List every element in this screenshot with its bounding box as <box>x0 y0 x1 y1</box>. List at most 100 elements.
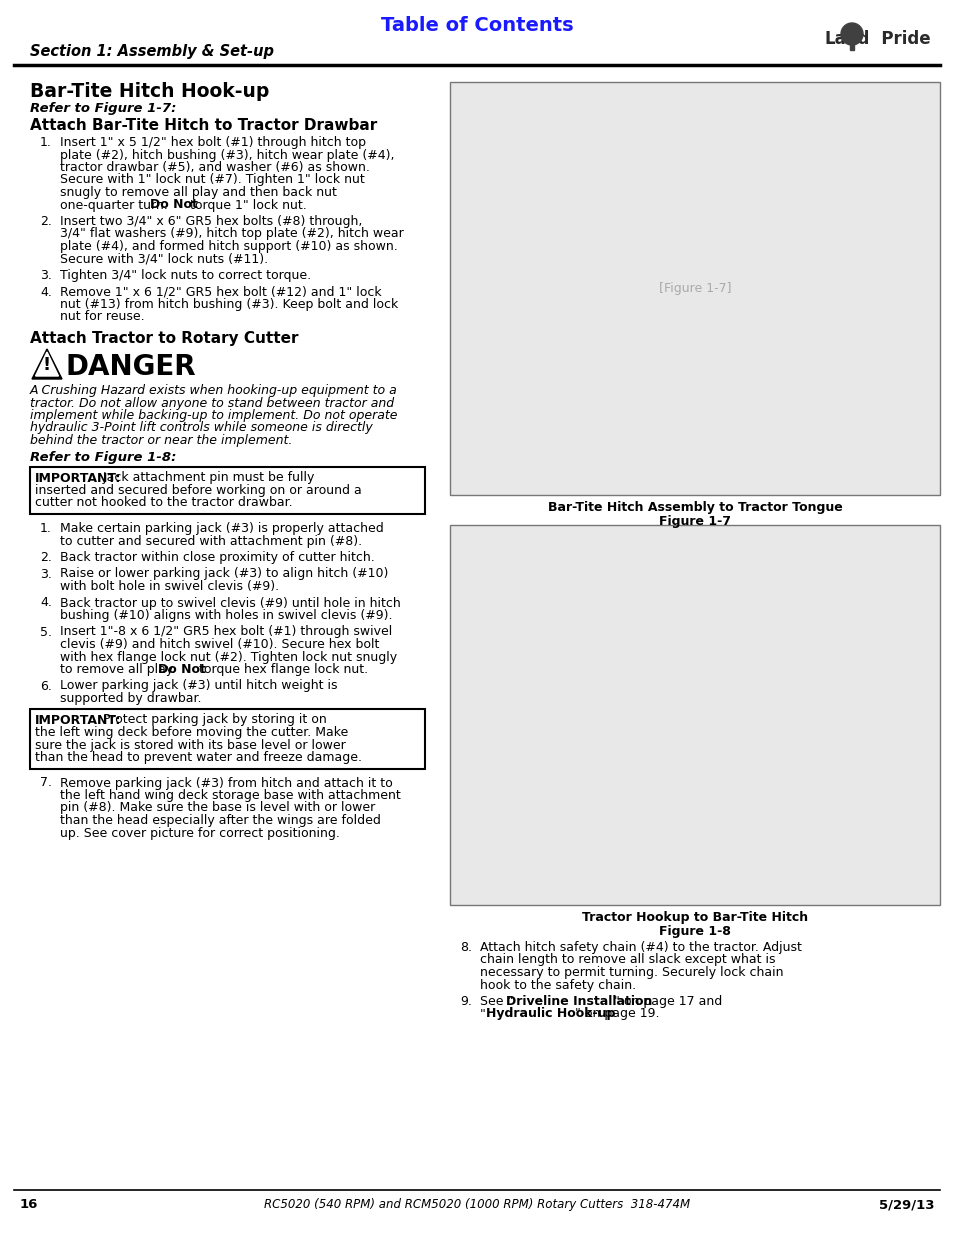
Text: Attach hitch safety chain (#4) to the tractor. Adjust: Attach hitch safety chain (#4) to the tr… <box>479 941 801 953</box>
Bar <box>849 40 853 49</box>
Text: the left wing deck before moving the cutter. Make: the left wing deck before moving the cut… <box>35 726 348 739</box>
Text: Lower parking jack (#3) until hitch weight is: Lower parking jack (#3) until hitch weig… <box>60 679 337 693</box>
Text: cutter not hooked to the tractor drawbar.: cutter not hooked to the tractor drawbar… <box>35 496 293 510</box>
Text: implement while backing-up to implement. Do not operate: implement while backing-up to implement.… <box>30 409 397 422</box>
FancyBboxPatch shape <box>30 709 424 768</box>
Text: behind the tractor or near the implement.: behind the tractor or near the implement… <box>30 433 292 447</box>
Text: with bolt hole in swivel clevis (#9).: with bolt hole in swivel clevis (#9). <box>60 580 279 593</box>
Text: than the head especially after the wings are folded: than the head especially after the wings… <box>60 814 380 827</box>
Text: Protect parking jack by storing it on: Protect parking jack by storing it on <box>95 714 327 726</box>
Text: to remove all play.: to remove all play. <box>60 663 179 676</box>
Text: inserted and secured before working on or around a: inserted and secured before working on o… <box>35 484 361 496</box>
Text: Do Not: Do Not <box>158 663 206 676</box>
Text: 9.: 9. <box>459 995 472 1008</box>
Text: supported by drawbar.: supported by drawbar. <box>60 692 201 705</box>
Text: nut for reuse.: nut for reuse. <box>60 310 145 324</box>
FancyBboxPatch shape <box>450 525 939 905</box>
Text: 5.: 5. <box>40 625 52 638</box>
Text: Attach Tractor to Rotary Cutter: Attach Tractor to Rotary Cutter <box>30 331 298 346</box>
Text: than the head to prevent water and freeze damage.: than the head to prevent water and freez… <box>35 751 361 764</box>
Polygon shape <box>32 350 62 379</box>
Text: Table of Contents: Table of Contents <box>380 16 573 35</box>
Text: IMPORTANT:: IMPORTANT: <box>35 472 121 484</box>
Text: necessary to permit turning. Securely lock chain: necessary to permit turning. Securely lo… <box>479 966 782 979</box>
Text: 7.: 7. <box>40 777 52 789</box>
Text: nut (#13) from hitch bushing (#3). Keep bolt and lock: nut (#13) from hitch bushing (#3). Keep … <box>60 298 397 311</box>
Text: plate (#4), and formed hitch support (#10) as shown.: plate (#4), and formed hitch support (#1… <box>60 240 397 253</box>
Text: See ": See " <box>479 995 513 1008</box>
Text: 4.: 4. <box>40 285 51 299</box>
Text: Back tractor up to swivel clevis (#9) until hole in hitch: Back tractor up to swivel clevis (#9) un… <box>60 597 400 610</box>
Text: pin (#8). Make sure the base is level with or lower: pin (#8). Make sure the base is level wi… <box>60 802 375 815</box>
Text: clevis (#9) and hitch swivel (#10). Secure hex bolt: clevis (#9) and hitch swivel (#10). Secu… <box>60 638 379 651</box>
FancyBboxPatch shape <box>450 82 939 495</box>
Polygon shape <box>35 352 58 375</box>
Text: with hex flange lock nut (#2). Tighten lock nut snugly: with hex flange lock nut (#2). Tighten l… <box>60 651 396 663</box>
Text: hook to the safety chain.: hook to the safety chain. <box>479 978 636 992</box>
FancyBboxPatch shape <box>30 467 424 514</box>
Text: 4.: 4. <box>40 597 51 610</box>
Text: Section 1: Assembly & Set-up: Section 1: Assembly & Set-up <box>30 44 274 59</box>
Text: torque 1" lock nut.: torque 1" lock nut. <box>186 199 307 211</box>
Text: Figure 1-7: Figure 1-7 <box>659 515 730 529</box>
Text: plate (#2), hitch bushing (#3), hitch wear plate (#4),: plate (#2), hitch bushing (#3), hitch we… <box>60 148 395 162</box>
Text: ": " <box>479 1008 485 1020</box>
Text: A Crushing Hazard exists when hooking-up equipment to a: A Crushing Hazard exists when hooking-up… <box>30 384 397 396</box>
Text: Tighten 3/4" lock nuts to correct torque.: Tighten 3/4" lock nuts to correct torque… <box>60 269 311 282</box>
Text: 2.: 2. <box>40 551 51 564</box>
Text: IMPORTANT:: IMPORTANT: <box>35 714 121 726</box>
Text: Remove 1" x 6 1/2" GR5 hex bolt (#12) and 1" lock: Remove 1" x 6 1/2" GR5 hex bolt (#12) an… <box>60 285 381 299</box>
Text: " on page 17 and: " on page 17 and <box>614 995 721 1008</box>
Text: Insert 1" x 5 1/2" hex bolt (#1) through hitch top: Insert 1" x 5 1/2" hex bolt (#1) through… <box>60 136 366 149</box>
Text: Refer to Figure 1-8:: Refer to Figure 1-8: <box>30 451 176 463</box>
Text: Pride: Pride <box>877 30 929 48</box>
Text: Hydraulic Hook-up: Hydraulic Hook-up <box>485 1008 615 1020</box>
Text: Refer to Figure 1-7:: Refer to Figure 1-7: <box>30 103 176 115</box>
Text: !: ! <box>43 356 51 374</box>
Text: one-quarter turn.: one-quarter turn. <box>60 199 172 211</box>
Text: Tractor Hookup to Bar-Tite Hitch: Tractor Hookup to Bar-Tite Hitch <box>581 911 807 924</box>
Text: tractor drawbar (#5), and washer (#6) as shown.: tractor drawbar (#5), and washer (#6) as… <box>60 161 370 174</box>
Text: snugly to remove all play and then back nut: snugly to remove all play and then back … <box>60 186 336 199</box>
Text: 2.: 2. <box>40 215 51 228</box>
Text: Back tractor within close proximity of cutter hitch.: Back tractor within close proximity of c… <box>60 551 375 564</box>
Text: RC5020 (540 RPM) and RCM5020 (1000 RPM) Rotary Cutters  318-474M: RC5020 (540 RPM) and RCM5020 (1000 RPM) … <box>264 1198 689 1212</box>
Text: " on page 19.: " on page 19. <box>575 1008 659 1020</box>
Text: 3/4" flat washers (#9), hitch top plate (#2), hitch wear: 3/4" flat washers (#9), hitch top plate … <box>60 227 403 241</box>
Circle shape <box>841 23 862 44</box>
Text: Attach Bar-Tite Hitch to Tractor Drawbar: Attach Bar-Tite Hitch to Tractor Drawbar <box>30 119 376 133</box>
Text: 1.: 1. <box>40 522 51 535</box>
Text: torque hex flange lock nut.: torque hex flange lock nut. <box>194 663 368 676</box>
Text: Secure with 3/4" lock nuts (#11).: Secure with 3/4" lock nuts (#11). <box>60 252 268 266</box>
Text: Do Not: Do Not <box>150 199 197 211</box>
Text: Driveline Installation: Driveline Installation <box>505 995 652 1008</box>
Text: bushing (#10) aligns with holes in swivel clevis (#9).: bushing (#10) aligns with holes in swive… <box>60 609 392 622</box>
Text: sure the jack is stored with its base level or lower: sure the jack is stored with its base le… <box>35 739 345 752</box>
Text: chain length to remove all slack except what is: chain length to remove all slack except … <box>479 953 775 967</box>
Text: the left hand wing deck storage base with attachment: the left hand wing deck storage base wit… <box>60 789 400 802</box>
Text: 6.: 6. <box>40 679 51 693</box>
Text: Raise or lower parking jack (#3) to align hitch (#10): Raise or lower parking jack (#3) to alig… <box>60 568 388 580</box>
Text: 5/29/13: 5/29/13 <box>879 1198 934 1212</box>
Text: Jack attachment pin must be fully: Jack attachment pin must be fully <box>95 472 314 484</box>
Text: Make certain parking jack (#3) is properly attached: Make certain parking jack (#3) is proper… <box>60 522 383 535</box>
Text: 8.: 8. <box>459 941 472 953</box>
Text: hydraulic 3-Point lift controls while someone is directly: hydraulic 3-Point lift controls while so… <box>30 421 373 435</box>
Text: Bar-Tite Hitch Assembly to Tractor Tongue: Bar-Tite Hitch Assembly to Tractor Tongu… <box>547 501 841 514</box>
Text: up. See cover picture for correct positioning.: up. See cover picture for correct positi… <box>60 826 339 840</box>
Text: Figure 1-8: Figure 1-8 <box>659 925 730 939</box>
Text: Insert 1"-8 x 6 1/2" GR5 hex bolt (#1) through swivel: Insert 1"-8 x 6 1/2" GR5 hex bolt (#1) t… <box>60 625 392 638</box>
Text: Bar-Tite Hitch Hook-up: Bar-Tite Hitch Hook-up <box>30 82 269 101</box>
Text: Secure with 1" lock nut (#7). Tighten 1" lock nut: Secure with 1" lock nut (#7). Tighten 1"… <box>60 173 364 186</box>
Text: 16: 16 <box>20 1198 38 1212</box>
Text: 1.: 1. <box>40 136 51 149</box>
Text: Land: Land <box>823 30 869 48</box>
Text: Insert two 3/4" x 6" GR5 hex bolts (#8) through,: Insert two 3/4" x 6" GR5 hex bolts (#8) … <box>60 215 362 228</box>
Text: DANGER: DANGER <box>66 353 196 382</box>
Text: tractor. Do not allow anyone to stand between tractor and: tractor. Do not allow anyone to stand be… <box>30 396 394 410</box>
Text: 3.: 3. <box>40 568 51 580</box>
Text: to cutter and secured with attachment pin (#8).: to cutter and secured with attachment pi… <box>60 535 362 547</box>
Text: Remove parking jack (#3) from hitch and attach it to: Remove parking jack (#3) from hitch and … <box>60 777 393 789</box>
Text: 3.: 3. <box>40 269 51 282</box>
Text: [Figure 1-7]: [Figure 1-7] <box>659 282 731 295</box>
